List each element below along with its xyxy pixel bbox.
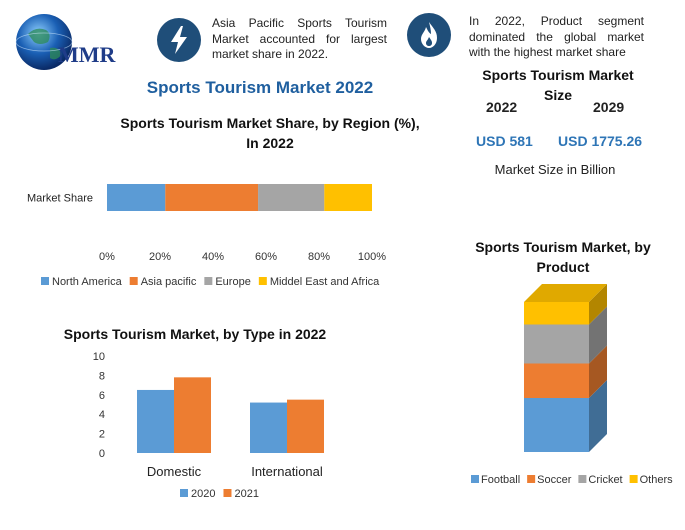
flame-icon (407, 13, 451, 57)
y-tick-label: 8 (99, 370, 105, 382)
category-label: Market Share (27, 193, 93, 205)
page-title: Sports Tourism Market 2022 (146, 78, 374, 97)
bar-segment-asia-pacific (165, 184, 259, 211)
bar-international-2020 (250, 402, 287, 453)
lightning-icon (157, 18, 201, 62)
region-share-chart-title: Sports Tourism Market Share, by Region (… (120, 115, 420, 151)
column-top-others (524, 284, 607, 302)
column-side-soccer (589, 345, 607, 398)
region-share-chart: Market Share 0% 20% 40% 60% 80% 100% North Amer… (27, 184, 386, 288)
column-front-soccer (524, 363, 589, 398)
legend-swatch-north-america (41, 277, 49, 285)
legend-label-soccer: Soccer (537, 474, 572, 486)
legend-swatch-soccer (527, 475, 536, 483)
bar-international-2021 (287, 399, 324, 453)
y-tick-label: 10 (93, 351, 105, 363)
legend-label-north-america: North America (52, 276, 123, 288)
x-category-label: International (251, 464, 323, 479)
legend-label-asia-pacific: Asia pacific (141, 276, 197, 288)
highlight-text-product: In 2022, Product segment dominated the g… (469, 14, 644, 59)
column-front-cricket (524, 324, 589, 364)
market-size-note: Market Size in Billion (494, 162, 616, 177)
y-tick-label: 2 (99, 429, 105, 441)
y-tick-label: 6 (99, 390, 105, 402)
column-side-football (589, 380, 607, 452)
bar-segment-europe (258, 184, 325, 211)
legend-swatch-football (471, 475, 479, 483)
type-chart-title: Sports Tourism Market, by Type in 2022 (63, 326, 327, 342)
legend-label-cricket: Cricket (588, 474, 622, 486)
x-category-label: Domestic (147, 464, 202, 479)
column-side-others (589, 284, 607, 325)
legend-swatch-others (629, 475, 638, 483)
x-tick-label: 100% (358, 251, 386, 263)
bar-domestic-2020 (137, 389, 174, 453)
market-size-value-2022: USD 581 (476, 133, 533, 149)
product-chart-title: Sports Tourism Market, by Product (475, 239, 651, 275)
legend-swatch-asia-pacific (129, 277, 138, 285)
y-tick-label: 0 (99, 448, 105, 460)
legend-swatch-europe (204, 277, 213, 285)
column-front-football (524, 398, 589, 452)
x-tick-label: 60% (255, 251, 277, 263)
legend-label-football: Football (481, 474, 520, 486)
column-side-cricket (589, 306, 607, 364)
x-tick-label: 0% (99, 251, 115, 263)
y-tick-label: 4 (99, 409, 105, 421)
bar-domestic-2021 (174, 377, 211, 453)
x-tick-label: 20% (149, 251, 171, 263)
column-front-others (524, 302, 589, 325)
legend-label-2020: 2020 (191, 488, 215, 500)
legend-label-europe: Europe (215, 276, 250, 288)
legend-label-middel-east-and-africa: Middel East and Africa (270, 276, 380, 288)
market-size-value-2029: USD 1775.26 (558, 133, 643, 149)
logo-text: MMR (58, 42, 117, 67)
legend-swatch-2020 (180, 489, 188, 497)
legend-label-others: Others (640, 474, 674, 486)
legend-swatch-cricket (578, 475, 587, 483)
legend-swatch-2021 (223, 489, 232, 497)
x-tick-label: 40% (202, 251, 224, 263)
mmr-logo: MMR (15, 14, 117, 70)
highlight-text-region: Asia Pacific Sports Tourism Market accou… (212, 16, 387, 61)
bar-segment-north-america (107, 184, 166, 211)
bar-segment-middel-east-and-africa (324, 184, 372, 211)
market-size-year-2029: 2029 (593, 99, 625, 115)
product-chart: Football Soccer Cricket Others (471, 284, 674, 486)
type-chart: 0 2 4 6 8 10 Domestic International 2020 2021 (93, 351, 324, 500)
market-size-year-2022: 2022 (486, 99, 518, 115)
market-size-title: Sports Tourism Market Size (482, 67, 634, 103)
x-tick-label: 80% (308, 251, 330, 263)
legend-label-2021: 2021 (234, 488, 258, 500)
legend-swatch-middel-east-and-africa (258, 277, 267, 285)
